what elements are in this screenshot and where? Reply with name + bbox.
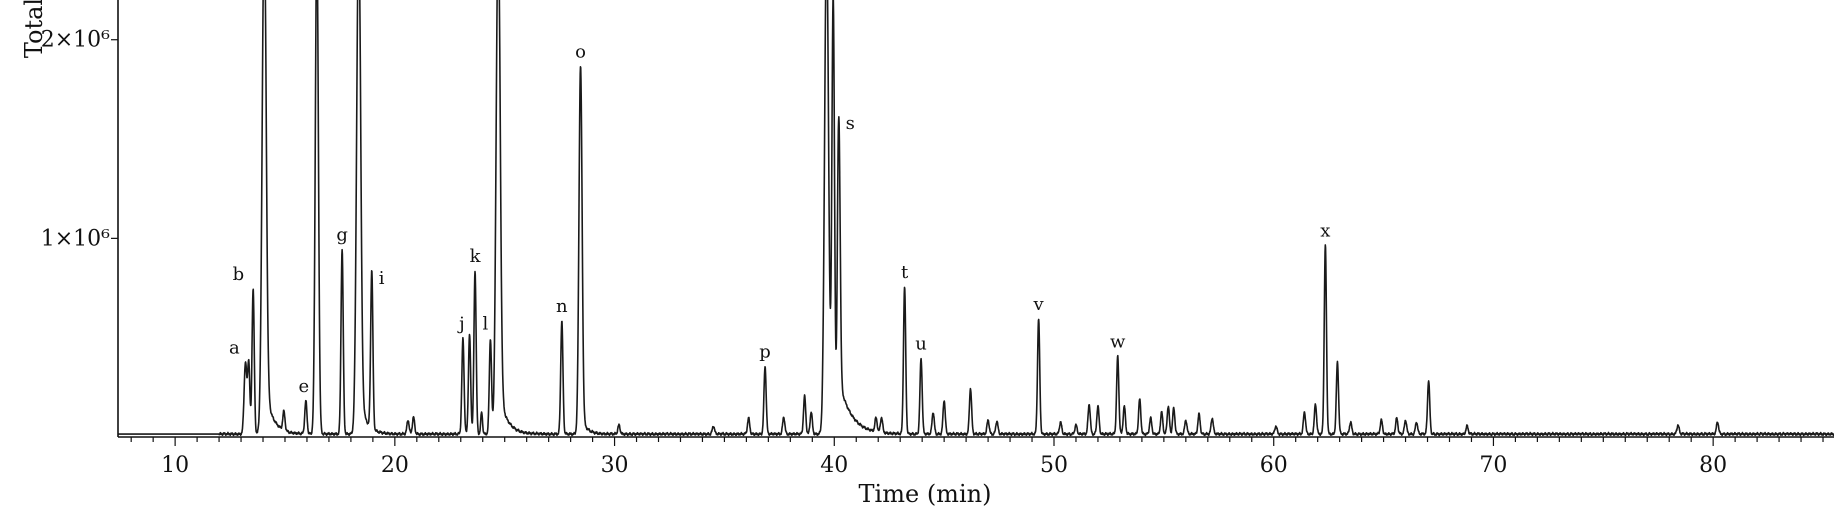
x-tick-label: 40	[820, 453, 848, 478]
peak-labels: a b e g i j k l n o p s t u v w x	[229, 42, 1330, 398]
peak-label-u: u	[915, 334, 927, 355]
peak-label-i: i	[379, 268, 385, 289]
x-axis-title: Time (min)	[859, 480, 992, 508]
chromatogram-trace	[118, 0, 1834, 437]
x-tick-label: 60	[1260, 453, 1288, 478]
peak-label-n: n	[556, 296, 568, 317]
x-tick-label: 80	[1699, 453, 1727, 478]
peak-label-x: x	[1320, 220, 1330, 241]
plot-area	[118, 0, 1834, 437]
peak-label-l: l	[483, 314, 489, 335]
peak-label-o: o	[575, 42, 586, 63]
y-tick-label: 2×10⁶	[41, 28, 110, 53]
peak-label-w: w	[1110, 332, 1126, 353]
y-tick-label: 1×10⁶	[41, 226, 110, 251]
peak-label-t: t	[901, 262, 909, 283]
x-tick-label: 70	[1479, 453, 1507, 478]
peak-label-v: v	[1033, 294, 1045, 315]
axes: 10 20 30 40 50 60 70 80 1×10⁶ 2×10⁶	[41, 0, 1834, 478]
peak-label-g: g	[336, 224, 348, 245]
x-tick-label: 30	[601, 453, 629, 478]
x-tick-label: 20	[381, 453, 409, 478]
x-tick-label: 50	[1040, 453, 1068, 478]
peak-label-j: j	[457, 314, 465, 335]
peak-label-b: b	[233, 264, 245, 285]
x-tick-label: 10	[161, 453, 189, 478]
y-axis-title: Total	[20, 0, 48, 58]
peak-label-e: e	[299, 376, 310, 397]
peak-label-s: s	[846, 113, 855, 134]
peak-label-p: p	[759, 341, 771, 362]
peak-label-a: a	[229, 337, 240, 358]
peak-label-k: k	[470, 246, 482, 267]
